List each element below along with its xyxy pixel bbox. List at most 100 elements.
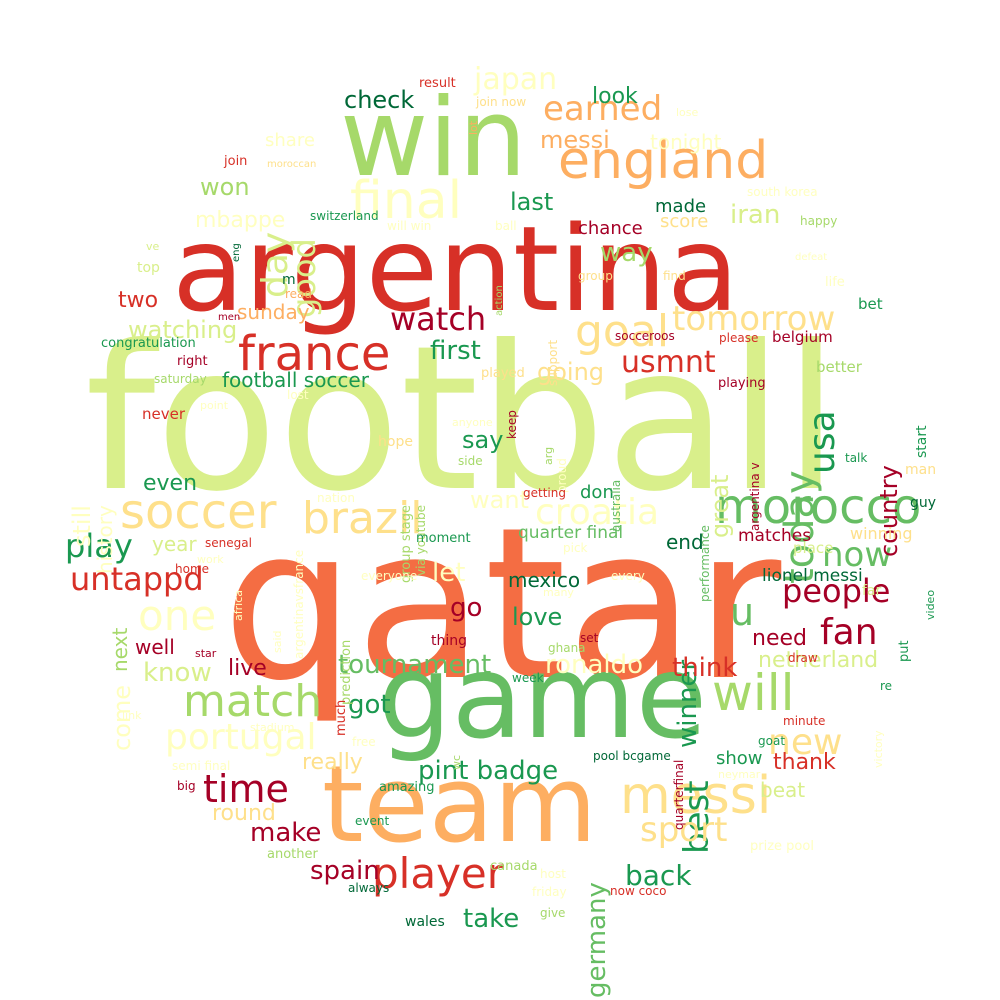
word-history: history xyxy=(93,505,117,574)
word-argentinavsfrance: argentinavsfrance xyxy=(292,549,306,659)
word-join-now: join now xyxy=(476,95,527,109)
word-live: live xyxy=(228,656,267,681)
word-lose: lose xyxy=(676,106,699,119)
word-please: please xyxy=(719,331,759,345)
word-pool-bcgame: pool bcgame xyxy=(593,749,671,763)
word-watch: watch xyxy=(390,300,487,338)
word-moroccan: moroccan xyxy=(267,159,317,170)
word-many: many xyxy=(543,586,574,599)
word-side: side xyxy=(458,454,483,468)
word-goal: goal xyxy=(575,306,670,357)
word-find: find xyxy=(663,269,686,283)
word-far: far xyxy=(862,583,882,599)
word-back: back xyxy=(625,859,692,892)
word-people: people xyxy=(782,572,891,610)
word-star: star xyxy=(195,647,217,660)
word-point: point xyxy=(200,399,229,412)
word-ghana: ghana xyxy=(548,641,586,655)
word-let: let xyxy=(432,558,466,588)
word-mbappe: mbappe xyxy=(195,208,286,233)
word-time: time xyxy=(203,767,289,811)
word-canada: canada xyxy=(490,859,538,874)
word-share: share xyxy=(265,130,315,151)
word-now: now xyxy=(822,535,893,575)
word-big: big xyxy=(177,779,196,793)
word-better: better xyxy=(816,358,862,376)
word-hope: hope xyxy=(378,434,413,450)
word-matches: matches xyxy=(738,526,812,546)
word-next: next xyxy=(108,627,132,672)
word-will-win: will win xyxy=(387,219,432,233)
word-action: action xyxy=(494,285,505,316)
word-won: won xyxy=(200,173,250,201)
word-host: host xyxy=(540,867,566,881)
word-germany: germany xyxy=(582,882,612,998)
word-re: re xyxy=(880,679,893,693)
word-home: home xyxy=(175,562,210,576)
word-going: going xyxy=(537,358,605,386)
word-portugal: portugal xyxy=(165,717,317,758)
word-want: want xyxy=(470,486,529,514)
word-new: new xyxy=(768,722,843,763)
word-year: year xyxy=(152,532,197,556)
word-winning: winning xyxy=(850,524,913,543)
word-m: m xyxy=(282,272,296,288)
word-usmnt: usmnt xyxy=(621,345,716,380)
word-one: one xyxy=(138,591,217,640)
word-prediction: prediction xyxy=(339,639,354,705)
word-tomorrow: tomorrow xyxy=(672,299,836,339)
word-beat: beat xyxy=(760,778,806,802)
word-football-soccer: football soccer xyxy=(222,368,369,392)
word-way: way xyxy=(600,238,653,268)
word-arg: arg xyxy=(542,446,555,465)
word-messi: messi⁣ xyxy=(540,126,610,154)
word-free: free xyxy=(352,735,376,749)
word-socceroos: socceroos xyxy=(615,329,675,343)
word-keep: keep xyxy=(505,410,519,439)
word-know: know xyxy=(143,658,212,688)
word-senegal: senegal xyxy=(205,536,252,550)
word-men: men xyxy=(218,312,241,323)
word-really: really xyxy=(302,750,363,775)
word-argentina: argentina xyxy=(172,200,740,338)
word-man: man xyxy=(905,462,937,478)
word-group: group xyxy=(578,269,613,283)
word-event: event xyxy=(355,814,390,828)
word-video: video xyxy=(924,589,937,620)
word-place: place xyxy=(793,539,834,557)
word-show: show xyxy=(716,748,763,769)
word-end: end xyxy=(666,530,704,554)
word-pick: pick xyxy=(563,541,588,555)
word-defeat: defeat xyxy=(795,252,828,263)
word-netherland: netherland xyxy=(758,648,879,673)
word-australia: australia xyxy=(609,479,623,532)
word-win: win xyxy=(340,76,527,201)
word-guy: guy xyxy=(910,495,937,511)
word-anyone: anyone xyxy=(452,416,493,429)
word-made: made xyxy=(655,196,707,217)
word-country: country xyxy=(875,465,903,557)
word-belgium: belgium xyxy=(772,328,833,346)
word-never: never xyxy=(142,405,186,423)
word-morocco: morocco xyxy=(715,479,922,535)
word-even: even xyxy=(143,471,198,496)
word-pint-badge: pint badge xyxy=(418,756,559,786)
word-game: game xyxy=(378,630,708,765)
word-don: don xyxy=(580,482,614,503)
word-go: go xyxy=(450,593,483,623)
word-thing: thing xyxy=(431,633,468,649)
word-make: make xyxy=(250,818,322,848)
word-last: last xyxy=(510,188,554,216)
word-support: support xyxy=(546,339,560,386)
word-watching: watching xyxy=(128,316,238,344)
word-croatia: croatia xyxy=(535,492,660,533)
word-week: week xyxy=(512,671,544,685)
word-wales: wales xyxy=(405,914,445,930)
word-set: set xyxy=(580,631,599,645)
word-will: will xyxy=(712,664,795,722)
word-victory: victory xyxy=(872,730,885,768)
word-playing: playing xyxy=(718,376,766,391)
word-nation: nation xyxy=(317,491,355,505)
word-tonight: tonight xyxy=(650,130,722,154)
